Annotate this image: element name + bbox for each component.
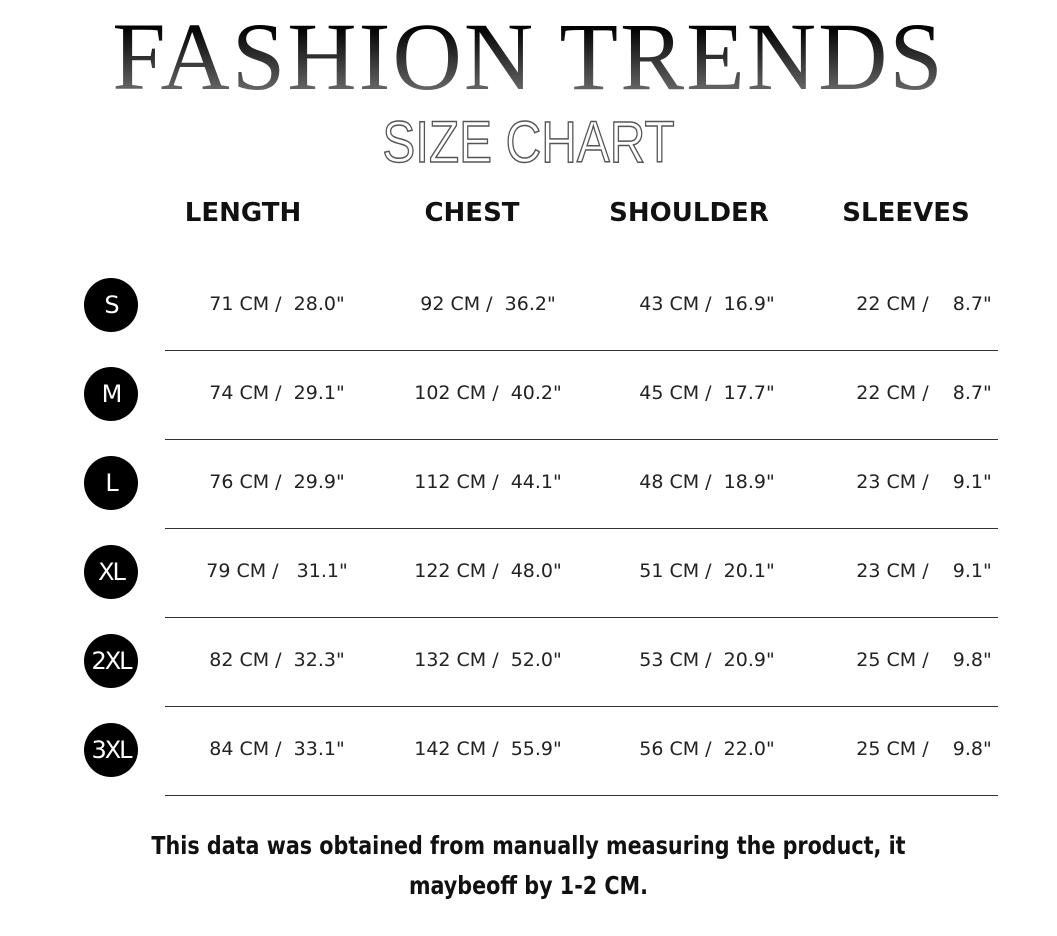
cell-length: 71 CM / 28.0" [209,293,345,315]
row-divider [165,439,998,440]
cell-sleeves: 25 CM / 9.8" [856,649,992,671]
cell-sleeves: 25 CM / 9.8" [856,738,992,760]
cell-chest: 122 CM / 48.0" [414,560,562,582]
cell-shoulder: 51 CM / 20.1" [639,560,775,582]
cell-chest: 142 CM / 55.9" [414,738,562,760]
cell-shoulder: 43 CM / 16.9" [639,293,775,315]
cell-sleeves: 23 CM / 9.1" [856,471,992,493]
size-badge: S [84,278,138,332]
header-length: LENGTH [184,198,302,228]
cell-shoulder: 45 CM / 17.7" [639,382,775,404]
cell-shoulder: 56 CM / 22.0" [639,738,775,760]
table-row: 2XL 82 CM / 32.3" 132 CM / 52.0" 53 CM / 20… [0,634,1057,750]
cell-chest: 112 CM / 44.1" [414,471,562,493]
size-badge: XL [84,545,138,599]
size-badge: M [84,367,138,421]
header-sleeves: SLEEVES [842,198,970,228]
cell-chest: 102 CM / 40.2" [414,382,562,404]
size-chart-title: SIZE CHART [382,110,675,175]
cell-length: 74 CM / 29.1" [209,382,345,404]
cell-chest: 132 CM / 52.0" [414,649,562,671]
cell-chest: 92 CM / 36.2" [420,293,556,315]
table-row: M 74 CM / 29.1" 102 CM / 40.2" 45 CM / 17.7… [0,367,1057,483]
cell-length: 84 CM / 33.1" [209,738,345,760]
table-row: XL 79 CM / 31.1" 122 CM / 48.0" 51 CM / 20.… [0,545,1057,661]
row-divider [165,706,998,707]
row-divider [165,617,998,618]
table-row: S 71 CM / 28.0" 92 CM / 36.2" 43 CM / 16.9"… [0,278,1057,394]
size-badge: 3XL [84,723,138,777]
cell-length: 76 CM / 29.9" [209,471,345,493]
cell-shoulder: 53 CM / 20.9" [639,649,775,671]
cell-length: 82 CM / 32.3" [209,649,345,671]
cell-sleeves: 23 CM / 9.1" [856,560,992,582]
cell-sleeves: 22 CM / 8.7" [856,382,992,404]
measurement-note: This data was obtained from manually mea… [151,831,906,900]
row-divider [165,795,998,796]
header-chest: CHEST [424,198,520,228]
size-badge: L [84,456,138,510]
size-badge: 2XL [84,634,138,688]
row-divider [165,528,998,529]
cell-sleeves: 22 CM / 8.7" [856,293,992,315]
row-divider [165,350,998,351]
header-shoulder: SHOULDER [609,198,769,228]
table-row: 3XL 84 CM / 33.1" 142 CM / 55.9" 56 CM / 22… [0,723,1057,839]
cell-length: 79 CM / 31.1" [206,560,348,582]
table-row: L 76 CM / 29.9" 112 CM / 44.1" 48 CM / 18.9… [0,456,1057,572]
brand-title: FASHION TRENDS [0,8,1057,106]
cell-shoulder: 48 CM / 18.9" [639,471,775,493]
